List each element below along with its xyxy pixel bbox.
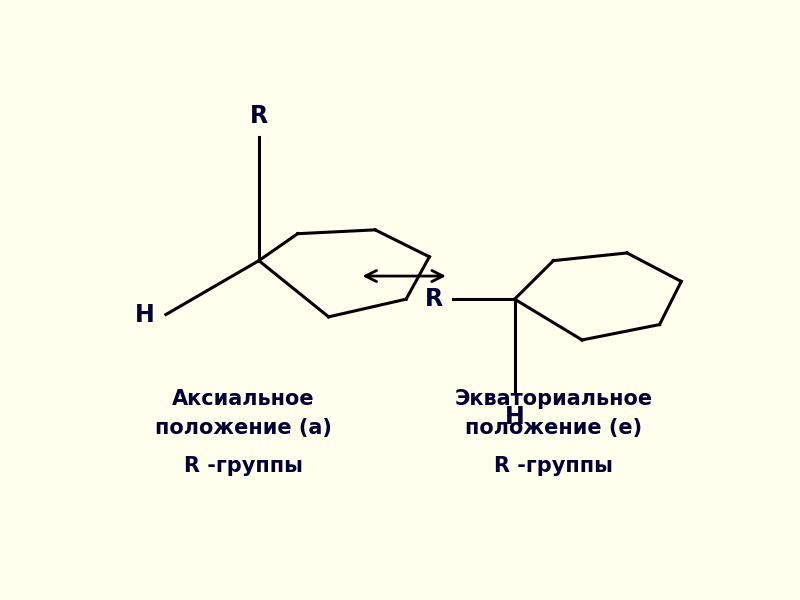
Text: положение (а): положение (а) [155,418,332,438]
Text: R -группы: R -группы [184,456,303,476]
Text: R: R [250,104,268,128]
Text: Экваториальное: Экваториальное [454,389,653,409]
Text: Аксиальное: Аксиальное [172,389,314,409]
Text: положение (е): положение (е) [465,418,642,438]
Text: R: R [426,287,443,311]
Text: R -группы: R -группы [494,456,613,476]
Text: H: H [505,406,525,430]
Text: H: H [134,302,154,326]
